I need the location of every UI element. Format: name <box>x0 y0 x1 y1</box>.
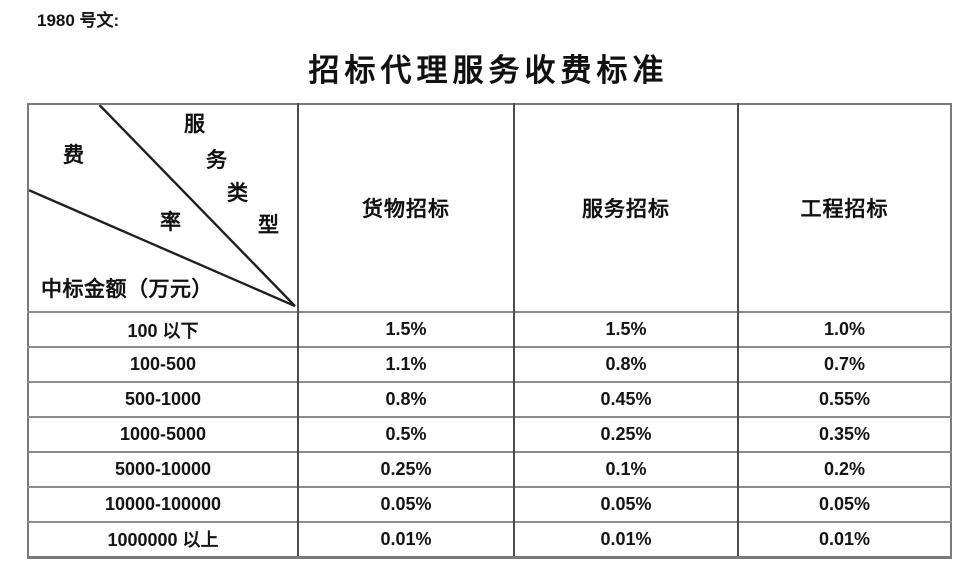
rate-works: 0.05% <box>737 486 951 522</box>
amount-range: 100 以下 <box>28 311 298 347</box>
rate-char-1: 费 <box>63 143 84 167</box>
rate-char-2: 率 <box>160 210 181 234</box>
rate-services: 0.1% <box>513 451 738 487</box>
table-row: 500-1000 0.8% 0.45% 0.55% <box>28 381 951 417</box>
amount-range: 5000-10000 <box>28 451 298 487</box>
table-row: 5000-10000 0.25% 0.1% 0.2% <box>28 451 951 487</box>
table-row: 1000000 以上 0.01% 0.01% 0.01% <box>28 521 951 557</box>
diagonal-divider-lines <box>29 105 296 308</box>
amount-range: 1000-5000 <box>28 416 298 452</box>
column-header-works: 工程招标 <box>737 104 951 312</box>
table-row: 100-500 1.1% 0.8% 0.7% <box>28 346 951 382</box>
rate-goods: 0.8% <box>297 381 514 417</box>
rate-goods: 0.5% <box>297 416 514 452</box>
service-type-char-1: 服 <box>184 112 205 136</box>
rate-services: 0.05% <box>513 486 738 522</box>
rate-goods: 0.01% <box>297 521 514 557</box>
column-header-goods: 货物招标 <box>297 104 514 312</box>
page-title: 招标代理服务收费标准 <box>308 53 669 88</box>
rate-works: 0.35% <box>737 416 951 452</box>
rate-goods: 1.1% <box>297 346 514 382</box>
table-row: 10000-100000 0.05% 0.05% 0.05% <box>28 486 951 522</box>
rate-works: 0.55% <box>737 381 951 417</box>
rate-goods: 0.25% <box>297 451 514 487</box>
rate-services: 0.8% <box>513 346 738 382</box>
column-header-services: 服务招标 <box>513 104 738 312</box>
service-type-char-4: 型 <box>258 213 279 237</box>
rate-services: 0.25% <box>513 416 738 452</box>
table-row: 100 以下 1.5% 1.5% 1.0% <box>28 311 951 347</box>
rate-services: 0.45% <box>513 381 738 417</box>
document-reference: 1980 号文: <box>37 11 120 30</box>
table-header-row: 服 务 类 型 费 率 中标金额（万元） 货物招标 服务招标 工程招标 <box>28 104 951 312</box>
amount-range: 10000-100000 <box>28 486 298 522</box>
rate-services: 1.5% <box>513 311 738 347</box>
amount-range: 1000000 以上 <box>28 521 298 557</box>
rate-goods: 0.05% <box>297 486 514 522</box>
service-type-char-3: 类 <box>227 181 248 205</box>
rate-works: 1.0% <box>737 311 951 347</box>
rate-goods: 1.5% <box>297 311 514 347</box>
amount-axis-label: 中标金额（万元） <box>41 277 213 301</box>
fee-standard-table: 服 务 类 型 费 率 中标金额（万元） 货物招标 服务招标 工程招标 100 … <box>27 103 952 559</box>
rate-works: 0.2% <box>737 451 951 487</box>
rate-services: 0.01% <box>513 521 738 557</box>
service-type-char-2: 务 <box>206 148 227 172</box>
table-row: 1000-5000 0.5% 0.25% 0.35% <box>28 416 951 452</box>
corner-header-cell: 服 务 类 型 费 率 中标金额（万元） <box>28 104 298 312</box>
amount-range: 500-1000 <box>28 381 298 417</box>
amount-range: 100-500 <box>28 346 298 382</box>
rate-works: 0.01% <box>737 521 951 557</box>
rate-works: 0.7% <box>737 346 951 382</box>
